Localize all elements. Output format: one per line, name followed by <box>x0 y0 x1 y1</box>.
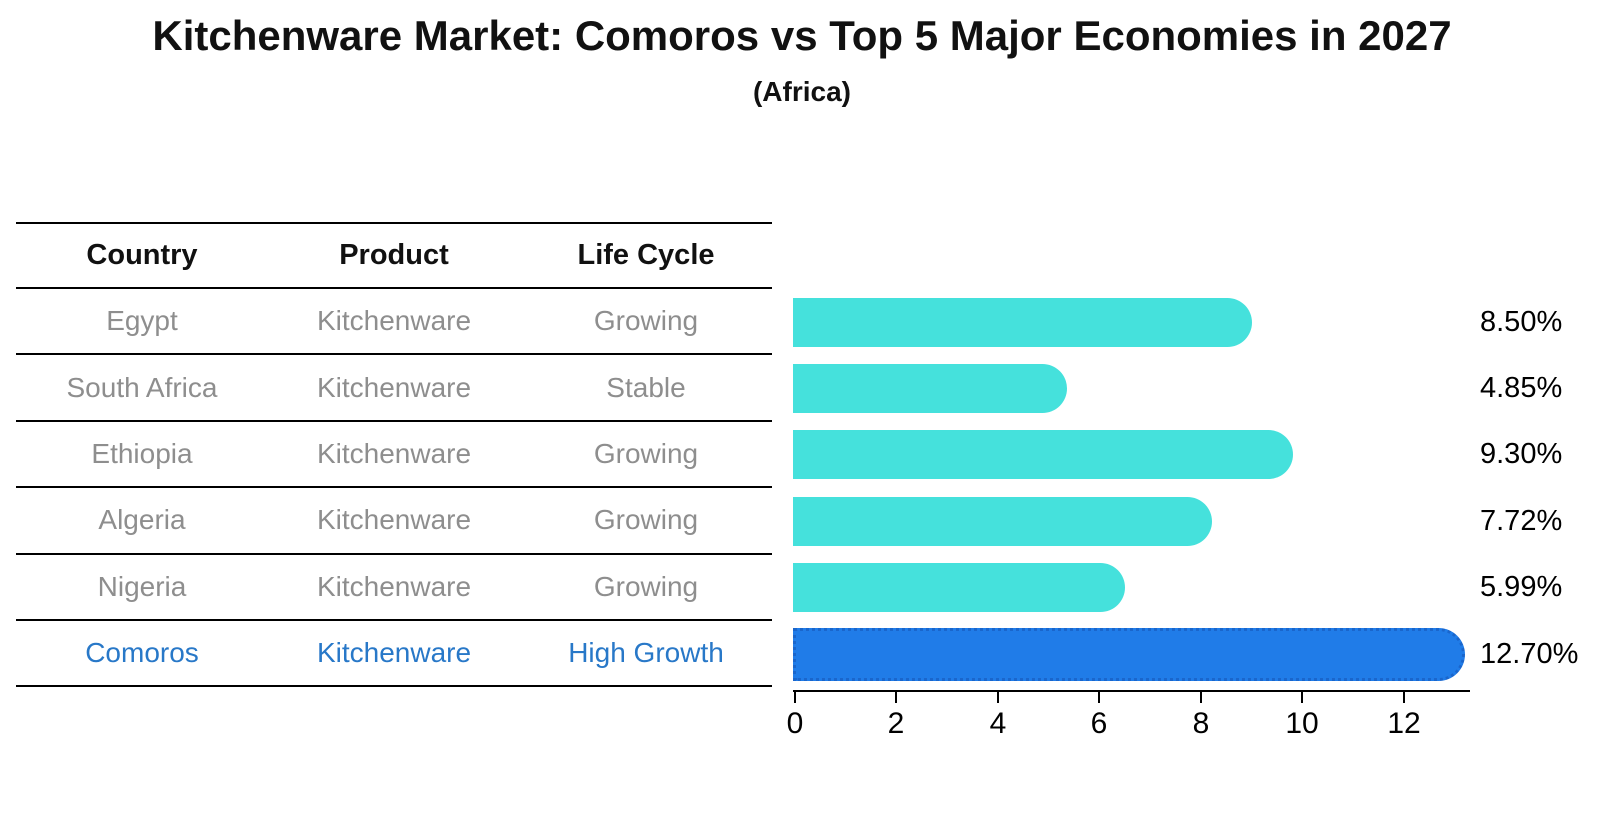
bar-ethiopia <box>793 430 1293 480</box>
cell-product: Kitchenware <box>316 504 472 536</box>
x-tick-mark <box>1301 692 1303 703</box>
cell-country: Algeria <box>98 504 186 536</box>
cell-product: Kitchenware <box>316 570 472 602</box>
x-tick-label: 6 <box>1090 707 1108 740</box>
bar-row-algeria <box>793 488 1470 554</box>
bar-row-ethiopia <box>793 422 1470 488</box>
value-label-algeria: 7.72% <box>1480 504 1563 537</box>
value-label-egypt: 8.50% <box>1480 305 1563 338</box>
x-tick-mark <box>1200 692 1202 703</box>
cell-life-cycle: Growing <box>593 305 699 337</box>
cell-product: Kitchenware <box>316 371 472 403</box>
chart-subtitle: (Africa) <box>752 76 851 107</box>
x-tick-mark <box>1403 692 1405 703</box>
bar-egypt <box>793 297 1252 347</box>
cell-country: Egypt <box>106 305 178 337</box>
bar-row-south-africa <box>793 355 1470 421</box>
value-label-ethiopia: 9.30% <box>1480 438 1563 471</box>
cell-life-cycle: Growing <box>593 570 699 602</box>
x-tick-label: 8 <box>1192 707 1210 740</box>
cell-product: Kitchenware <box>316 637 472 669</box>
table-row-comoros: Comoros Kitchenware High Growth <box>16 621 772 688</box>
bar-nigeria <box>793 563 1125 613</box>
cell-country: South Africa <box>66 371 218 403</box>
cell-life-cycle: High Growth <box>568 637 724 669</box>
cell-life-cycle: Stable <box>606 371 686 403</box>
value-label-comoros: 12.70% <box>1480 637 1579 670</box>
table-row-south-africa: South Africa Kitchenware Stable <box>16 355 772 422</box>
bar-row-nigeria <box>793 555 1470 621</box>
bar-row-comoros <box>793 621 1470 687</box>
value-label-south-africa: 4.85% <box>1480 372 1563 405</box>
bar-algeria <box>793 496 1212 546</box>
x-tick-label: 0 <box>786 707 804 740</box>
table-body: Egypt Kitchenware Growing South Africa Kitch… <box>16 289 772 688</box>
table-row-ethiopia: Ethiopia Kitchenware Growing <box>16 422 772 489</box>
cell-life-cycle: Growing <box>593 504 699 536</box>
x-tick-label: 10 <box>1285 707 1319 740</box>
x-axis: 0 2 4 6 8 10 12 <box>787 690 1470 760</box>
cell-country: Ethiopia <box>91 437 193 469</box>
x-tick-mark <box>895 692 897 703</box>
header-product: Product <box>339 239 449 271</box>
header-life-cycle: Life Cycle <box>577 239 715 271</box>
cell-life-cycle: Growing <box>593 437 699 469</box>
table-row-nigeria: Nigeria Kitchenware Growing <box>16 555 772 621</box>
data-table: Country Product Life Cycle Egypt Kitchenw… <box>16 222 772 688</box>
x-tick-mark <box>1098 692 1100 703</box>
cell-country: Nigeria <box>97 570 187 602</box>
x-tick-label: 4 <box>989 707 1007 740</box>
value-label-nigeria: 5.99% <box>1480 571 1563 604</box>
table-row-algeria: Algeria Kitchenware Growing <box>16 488 772 555</box>
x-tick-mark <box>794 692 796 703</box>
bars <box>793 289 1470 688</box>
table-header: Country Product Life Cycle <box>16 222 772 289</box>
cell-product: Kitchenware <box>316 437 472 469</box>
cell-product: Kitchenware <box>316 305 472 337</box>
chart-title: Kitchenware Market: Comoros vs Top 5 Maj… <box>152 12 1452 59</box>
table-row-egypt: Egypt Kitchenware Growing <box>16 289 772 356</box>
x-tick-label: 12 <box>1387 707 1421 740</box>
bar-comoros <box>793 627 1465 681</box>
x-tick-mark <box>997 692 999 703</box>
x-tick-label: 2 <box>887 707 905 740</box>
x-axis-line <box>793 690 1470 692</box>
bar-row-egypt <box>793 289 1470 355</box>
value-labels: 8.50% 4.85% 9.30% 7.72% 5.99% 12.70% <box>1480 289 1578 687</box>
bar-south-africa <box>793 364 1067 414</box>
header-country: Country <box>86 239 198 271</box>
cell-country: Comoros <box>85 637 199 669</box>
